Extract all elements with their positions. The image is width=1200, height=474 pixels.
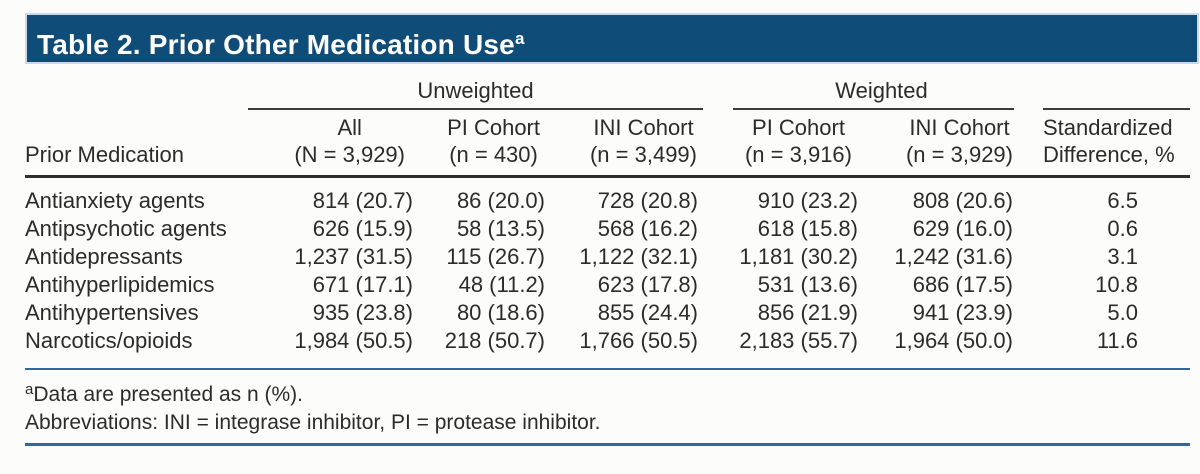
value-cell: 629 (16.0) <box>912 215 1013 241</box>
value-cell: 935 (23.8) <box>312 299 413 325</box>
value-cell: 1,122 (32.1) <box>579 243 698 269</box>
table-row: Antihyperlipidemics 671 (17.1) 48 (11.2)… <box>25 271 1190 299</box>
table-row: Antihypertensives 935 (23.8) 80 (18.6) 8… <box>25 299 1190 327</box>
value-cell: 626 (15.9) <box>312 215 413 241</box>
value-cell: 115 (26.7) <box>446 243 545 269</box>
value-cell: 48 (11.2) <box>458 271 545 297</box>
table-title: Table 2. Prior Other Medication Use <box>37 29 515 60</box>
column-header-prior-medication: Prior Medication <box>25 142 184 167</box>
column-header-standardized-difference: Standardized Difference, % <box>1043 115 1175 167</box>
value-cell: 1,181 (30.2) <box>739 243 858 269</box>
footnote-abbreviations: Abbreviations: INI = integrase inhibitor… <box>25 411 601 434</box>
value-cell: 671 (17.1) <box>312 271 413 297</box>
table-row: Antianxiety agents 814 (20.7) 86 (20.0) … <box>25 187 1190 215</box>
row-label: Antianxiety agents <box>25 187 205 213</box>
value-cell: 6.5 <box>1107 187 1138 213</box>
table-title-bar: Table 2. Prior Other Medication Usea <box>25 13 1199 64</box>
table-row: Antipsychotic agents 626 (15.9) 58 (13.5… <box>25 215 1190 243</box>
table-row: Narcotics/opioids 1,984 (50.5) 218 (50.7… <box>25 327 1190 355</box>
value-cell: 728 (20.8) <box>597 187 698 213</box>
column-header-pi-cohort-weighted: PI Cohort (n = 3,916) <box>744 115 852 167</box>
row-label: Antidepressants <box>25 243 183 269</box>
column-header-ini-cohort-unweighted: INI Cohort (n = 3,499) <box>589 115 697 167</box>
value-cell: 808 (20.6) <box>912 187 1013 213</box>
row-label: Antihypertensives <box>25 299 199 325</box>
value-cell: 814 (20.7) <box>312 187 413 213</box>
value-cell: 686 (17.5) <box>912 271 1013 297</box>
value-cell: 856 (21.9) <box>757 299 858 325</box>
row-label: Narcotics/opioids <box>25 327 193 353</box>
value-cell: 1,237 (31.5) <box>294 243 413 269</box>
row-label: Antihyperlipidemics <box>25 271 215 297</box>
value-cell: 531 (13.6) <box>757 271 858 297</box>
value-cell: 80 (18.6) <box>456 299 545 325</box>
value-cell: 941 (23.9) <box>912 299 1013 325</box>
medication-table: Unweighted Weighted Prior Medication All… <box>25 78 1190 446</box>
table-bottom-rule <box>25 367 1190 370</box>
value-cell: 5.0 <box>1107 299 1138 325</box>
value-cell: 1,964 (50.0) <box>894 327 1013 353</box>
column-header-ini-cohort-weighted: INI Cohort (n = 3,929) <box>905 115 1013 167</box>
header-rule <box>25 175 1190 178</box>
group-header-weighted: Weighted <box>733 78 1014 110</box>
value-cell: 910 (23.2) <box>757 187 858 213</box>
column-header-row: Prior Medication All (N = 3,929) PI Cohor… <box>25 114 1190 168</box>
figure-bottom-rule <box>25 443 1190 446</box>
value-cell: 1,984 (50.5) <box>294 327 413 353</box>
value-cell: 218 (50.7) <box>444 327 545 353</box>
value-cell: 2,183 (55.7) <box>739 327 858 353</box>
value-cell: 1,766 (50.5) <box>579 327 698 353</box>
table-body: Antianxiety agents 814 (20.7) 86 (20.0) … <box>25 187 1190 355</box>
footnote-superscript: a <box>25 381 34 398</box>
value-cell: 10.8 <box>1095 271 1138 297</box>
value-cell: 3.1 <box>1107 243 1138 269</box>
row-label: Antipsychotic agents <box>25 215 227 241</box>
value-cell: 86 (20.0) <box>456 187 545 213</box>
table-title-superscript: a <box>514 29 525 48</box>
column-header-all: All (N = 3,929) <box>294 115 405 167</box>
column-header-pi-cohort-unweighted: PI Cohort (n = 430) <box>447 115 540 167</box>
footnote-data-presentation: aData are presented as n (%). <box>25 381 303 406</box>
group-header-unweighted: Unweighted <box>248 78 703 110</box>
value-cell: 11.6 <box>1096 327 1138 353</box>
table-row: Antidepressants 1,237 (31.5) 115 (26.7) … <box>25 243 1190 271</box>
value-cell: 1,242 (31.6) <box>894 243 1013 269</box>
value-cell: 623 (17.8) <box>597 271 698 297</box>
value-cell: 855 (24.4) <box>597 299 698 325</box>
value-cell: 0.6 <box>1107 215 1138 241</box>
group-header-standardized-underline <box>1043 108 1190 110</box>
group-header-row: Unweighted Weighted <box>25 78 1190 110</box>
value-cell: 58 (13.5) <box>456 215 545 241</box>
value-cell: 618 (15.8) <box>757 215 858 241</box>
value-cell: 568 (16.2) <box>597 215 698 241</box>
